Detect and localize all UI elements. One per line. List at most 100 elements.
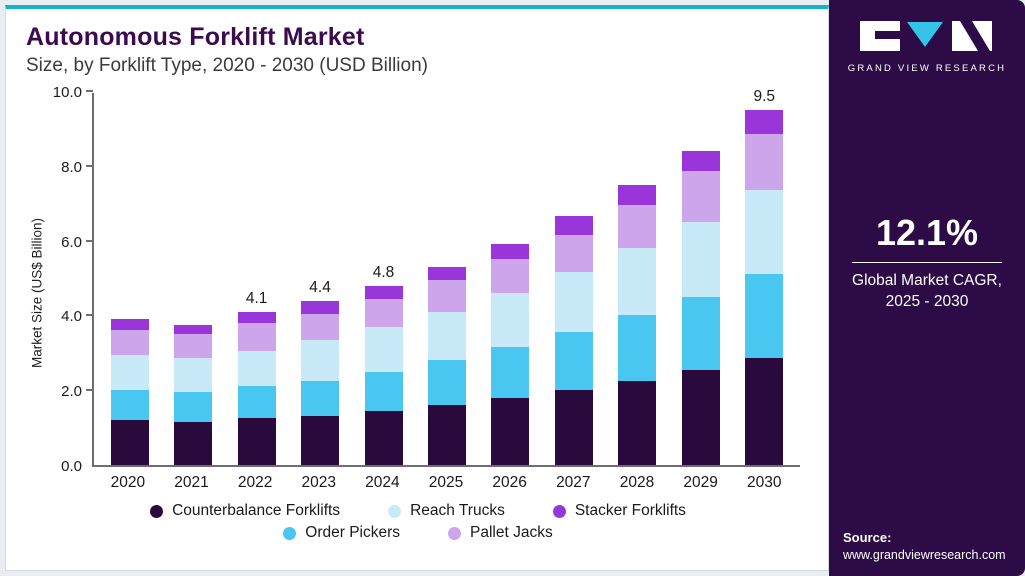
x-tick-label-2028: 2028 — [619, 474, 655, 491]
bar-segment-reach-trucks-2028 — [618, 248, 657, 316]
legend-dot-icon — [552, 504, 566, 518]
bar-segment-stacker-forklifts-2023 — [301, 300, 340, 314]
bar-segment-order-pickers-2023 — [301, 380, 340, 417]
bar-segment-order-pickers-2025 — [427, 360, 466, 406]
bar-segment-pallet-jacks-2029 — [681, 171, 720, 222]
legend-row-1: Counterbalance Forklifts Reach Trucks Stac… — [150, 502, 686, 520]
bar-segment-pallet-jacks-2021 — [174, 334, 213, 359]
stacked-bar-2023: 4.4 — [301, 278, 340, 465]
bar-segment-order-pickers-2030 — [745, 274, 784, 359]
bar-segment-pallet-jacks-2030 — [745, 134, 784, 191]
bar-segment-counterbalance-forklifts-2022 — [237, 418, 276, 465]
bar-slot-2020 — [98, 93, 161, 465]
chart-legend: Counterbalance Forklifts Reach Trucks Stac… — [26, 502, 810, 542]
bar-segment-reach-trucks-2025 — [427, 311, 466, 361]
x-axis-labels: 2020 2021 2022 2023 2024 2025 2026 2027 2028 2029… — [92, 467, 800, 492]
legend-label: Order Pickers — [305, 524, 401, 541]
bar-segment-pallet-jacks-2020 — [110, 330, 149, 355]
bar-segment-order-pickers-2026 — [491, 347, 530, 398]
bar-segment-order-pickers-2022 — [237, 386, 276, 419]
bar-segment-counterbalance-forklifts-2021 — [174, 422, 213, 465]
x-tick-label-2023: 2023 — [301, 474, 336, 491]
brand-name: GRAND VIEW RESEARCH — [847, 63, 1007, 74]
bar-total-label-2023: 4.4 — [309, 278, 331, 296]
x-tick-label-2026: 2026 — [492, 474, 527, 491]
stacked-bar-2024: 4.8 — [364, 263, 403, 465]
y-axis-tick-labels: 0.0 2.0 4.0 6.0 8.0 10.0 — [48, 84, 92, 475]
legend-item-order-pickers: Order Pickers — [283, 524, 400, 542]
chart: Market Size (US$ Billion) 0.0 2.0 4.0 6.0 8.… — [26, 84, 810, 492]
bar-total-label-2030: 9.5 — [753, 87, 776, 105]
bar-segment-stacker-forklifts-2021 — [174, 324, 213, 335]
cagr-label-line2: 2025 - 2030 — [885, 292, 969, 310]
bar-segment-pallet-jacks-2024 — [364, 298, 403, 327]
legend-dot-icon — [448, 526, 462, 540]
legend-dot-icon — [150, 504, 164, 518]
source-url[interactable]: www.grandviewresearch.com — [843, 548, 1006, 562]
plot-column: 4.1 4.4 4.8 9.5 2020 2021 2022 2023 2024 2025 202… — [86, 88, 810, 492]
bar-segment-reach-trucks-2024 — [364, 326, 403, 372]
legend-item-counterbalance-forklifts: Counterbalance Forklifts — [150, 502, 340, 520]
bar-segment-stacker-forklifts-2020 — [110, 319, 149, 331]
x-tick-label-2022: 2022 — [237, 474, 273, 491]
bar-segment-stacker-forklifts-2029 — [681, 150, 720, 172]
bar-segment-stacker-forklifts-2024 — [364, 285, 403, 299]
bar-segment-stacker-forklifts-2027 — [554, 216, 593, 236]
legend-item-pallet-jacks: Pallet Jacks — [448, 524, 553, 542]
legend-label: Counterbalance Forklifts — [172, 502, 341, 519]
source-block: Source: www.grandviewresearch.com — [829, 530, 1006, 576]
bar-slot-2029 — [669, 93, 732, 465]
bar-segment-counterbalance-forklifts-2029 — [681, 369, 720, 465]
bar-segment-order-pickers-2027 — [554, 332, 593, 391]
bar-segment-counterbalance-forklifts-2025 — [427, 405, 466, 465]
cagr-value: 12.1% — [875, 212, 979, 253]
brand-logo-block: GRAND VIEW RESEARCH — [848, 20, 1006, 74]
stacked-bar-2025 — [427, 266, 466, 465]
cagr-label: Global Market CAGR, 2025 - 2030 — [841, 271, 1013, 313]
source-label: Source: — [843, 530, 892, 545]
bar-segment-stacker-forklifts-2030 — [745, 109, 784, 135]
legend-row-2: Order Pickers Pallet Jacks — [283, 524, 553, 542]
bar-segment-stacker-forklifts-2028 — [618, 184, 657, 206]
bar-slot-2023: 4.4 — [288, 93, 351, 465]
bar-segment-pallet-jacks-2026 — [491, 259, 530, 293]
bar-slot-2030: 9.5 — [733, 88, 796, 465]
bar-segment-reach-trucks-2029 — [681, 221, 720, 297]
y-tick-label: 2.0 — [61, 383, 82, 401]
bar-segment-counterbalance-forklifts-2023 — [301, 416, 340, 465]
bar-segment-reach-trucks-2026 — [491, 292, 530, 348]
bar-slot-2026 — [479, 93, 542, 465]
bar-slot-2027 — [542, 93, 605, 465]
bar-segment-pallet-jacks-2028 — [618, 205, 657, 249]
plot-bars: 4.1 4.4 4.8 9.5 — [94, 88, 800, 465]
legend-label: Stacker Forklifts — [574, 502, 686, 519]
x-tick-label-2024: 2024 — [365, 474, 400, 491]
y-tick-label: 6.0 — [61, 233, 82, 251]
cagr-block: 12.1% Global Market CAGR, 2025 - 2030 — [829, 212, 1025, 313]
legend-item-stacker-forklifts: Stacker Forklifts — [552, 502, 686, 520]
chart-card: Autonomous Forklift Market Size, by Fork… — [5, 5, 829, 571]
page-subtitle: Size, by Forklift Type, 2020 - 2030 (USD… — [26, 55, 428, 76]
stacked-bar-2027 — [554, 216, 593, 465]
legend-dot-icon — [283, 526, 297, 540]
grand-view-research-logo-icon — [860, 21, 992, 51]
bar-total-label-2022: 4.1 — [245, 289, 268, 307]
bar-total-label-2024: 4.8 — [372, 263, 395, 281]
bar-segment-counterbalance-forklifts-2028 — [618, 380, 657, 465]
bar-segment-pallet-jacks-2023 — [301, 313, 340, 340]
plot-area: 4.1 4.4 4.8 9.5 — [86, 88, 800, 467]
stacked-bar-2029 — [681, 150, 720, 465]
bar-slot-2025 — [415, 93, 478, 465]
bar-segment-pallet-jacks-2027 — [554, 235, 593, 273]
x-tick-label-2025: 2025 — [428, 474, 464, 491]
bar-slot-2024: 4.8 — [352, 93, 415, 465]
bar-segment-order-pickers-2024 — [364, 371, 403, 411]
stacked-bar-2030: 9.5 — [745, 87, 784, 465]
stacked-bar-2028 — [618, 184, 657, 465]
y-axis-tick-mark — [86, 239, 93, 242]
x-tick-label-2027: 2027 — [556, 474, 591, 491]
bar-segment-reach-trucks-2021 — [174, 358, 213, 393]
page-title: Autonomous Forklift Market — [26, 23, 365, 51]
x-tick-label-2021: 2021 — [174, 474, 209, 491]
